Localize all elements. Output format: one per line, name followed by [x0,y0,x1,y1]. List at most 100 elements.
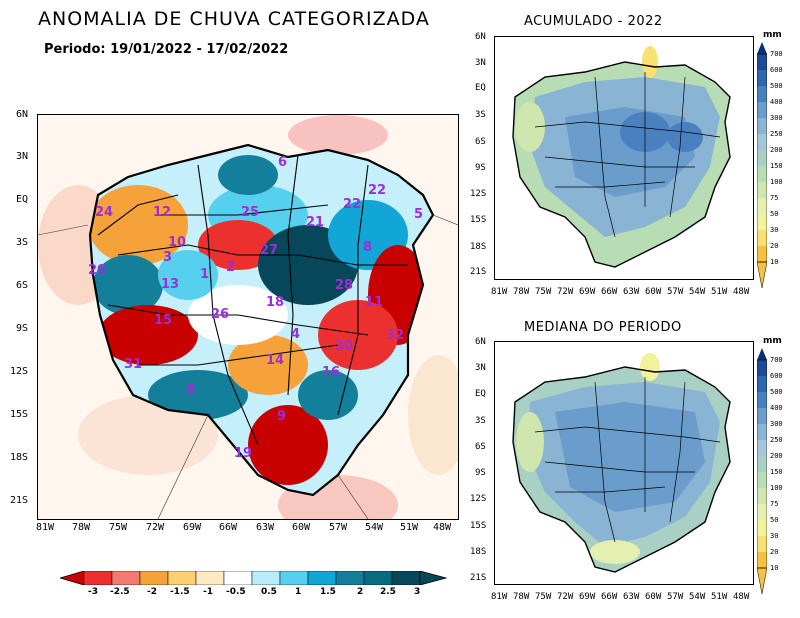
period-subtitle: Periodo: 19/01/2022 - 17/02/2022 [44,42,289,57]
mm-label: 250 [770,130,783,138]
lat-tick: 6S [475,137,486,147]
colorbar-label: -3 [88,587,98,597]
lat-tick: 9S [16,323,29,334]
lat-tick: 15S [10,409,29,420]
basin-label: 5 [414,207,424,222]
lon-tick: 81W [491,592,508,602]
lon-tick: 75W [109,522,128,533]
colorbar-label: 1 [295,587,302,597]
lon-tick: 78W [72,522,91,533]
lon-tick: 51W [400,522,419,533]
lon-tick: 57W [667,287,684,297]
lon-tick: 69W [183,522,202,533]
basin-label: 4 [291,327,301,342]
lat-tick: 3S [475,110,486,120]
acumulado-title: ACUMULADO - 2022 [524,14,663,29]
mm-unit-label: mm [763,336,782,346]
lat-tick: 3N [475,58,486,68]
colorbar-label: 2 [357,587,364,597]
basin-label: 12 [153,205,172,220]
colorbar-label: 2.5 [380,587,396,597]
mediana-map-graphic [512,353,731,573]
lat-tick: 3N [475,363,486,373]
lon-tick: 78W [513,287,530,297]
lat-tick: 9S [475,163,486,173]
basin-label: 8 [186,383,196,398]
lat-tick: 3S [475,416,486,426]
lon-tick: 54W [365,522,384,533]
main-anomaly-map: 24 12 25 21 22 22 6 5 10 3 20 13 27 2 1 … [37,114,459,520]
colorbar-label: -0.5 [226,587,246,597]
colorbar-label: -2 [147,587,157,597]
basin-label: 25 [241,205,260,220]
lon-tick: 51W [711,592,728,602]
basin-label: 20 [88,263,107,278]
basin-label: 3 [163,250,173,265]
lon-tick: 66W [601,592,618,602]
anomaly-map-graphic [38,115,458,519]
basin-label: 27 [260,243,279,258]
lon-tick: 48W [733,592,750,602]
lat-tick: 6N [16,109,29,120]
mm-label: 20 [770,548,779,556]
mm-colorbar-acumulado: mm 700 600 500 400 300 250 200 150 100 7… [757,30,797,295]
colorbar-label: -2.5 [110,587,130,597]
lon-tick: 60W [292,522,311,533]
mm-label: 200 [770,146,783,154]
basin-label: 11 [365,295,384,310]
mm-unit-label: mm [763,30,782,40]
basin-label: 30 [335,339,354,354]
lon-tick: 69W [579,592,596,602]
lon-tick: 57W [329,522,348,533]
lon-tick: 75W [535,287,552,297]
colorbar-label: -1 [203,587,213,597]
lat-tick: 9S [475,468,486,478]
anomaly-colorbar-graphic [58,570,448,586]
lat-tick: 3N [16,151,29,162]
mm-colorbar-graphic [757,42,767,289]
basin-label: 19 [234,446,253,461]
colorbar-label: -1.5 [170,587,190,597]
mm-label: 100 [770,178,783,186]
mm-colorbar-mediana: mm 700 600 500 400 300 250 200 150 100 7… [757,336,797,601]
acumulado-map-graphic [512,46,731,268]
lon-tick: 78W [513,592,530,602]
lat-tick: EQ [475,83,486,93]
lon-tick: 57W [667,592,684,602]
lon-tick: 81W [491,287,508,297]
lon-tick: 54W [689,287,706,297]
lat-tick: 12S [10,366,29,377]
lon-tick: 69W [579,287,596,297]
colorbar-label: 0.5 [261,587,277,597]
lon-tick: 54W [689,592,706,602]
basin-label: 26 [211,307,230,322]
basin-label: 18 [266,295,285,310]
mm-label: 500 [770,82,783,90]
lon-tick: 60W [645,287,662,297]
mm-label: 700 [770,356,783,364]
lon-tick: 63W [623,287,640,297]
mm-label: 200 [770,452,783,460]
mm-label: 50 [770,210,779,218]
basin-label: 22 [343,197,362,212]
basin-label: 24 [95,205,114,220]
anomaly-colorbar: -3 -2.5 -2 -1.5 -1 -0.5 0.5 1 1.5 2 2.5 … [58,570,450,604]
lat-tick: 21S [10,495,29,506]
lon-tick: 75W [535,592,552,602]
basin-label: 1 [200,267,210,282]
lat-tick: 18S [10,452,29,463]
colorbar-label: 3 [414,587,421,597]
lat-tick: 6S [475,442,486,452]
basin-label: 21 [306,215,325,230]
mm-label: 30 [770,226,779,234]
basin-label: 13 [161,277,180,292]
mm-label: 30 [770,532,779,540]
lon-tick: 66W [219,522,238,533]
lon-tick: 48W [433,522,452,533]
lon-tick: 66W [601,287,618,297]
lon-tick: 60W [645,592,662,602]
page-title: ANOMALIA DE CHUVA CATEGORIZADA [38,8,430,30]
mm-label: 300 [770,114,783,122]
basin-label: 9 [277,409,287,424]
lat-tick: 6N [475,337,486,347]
